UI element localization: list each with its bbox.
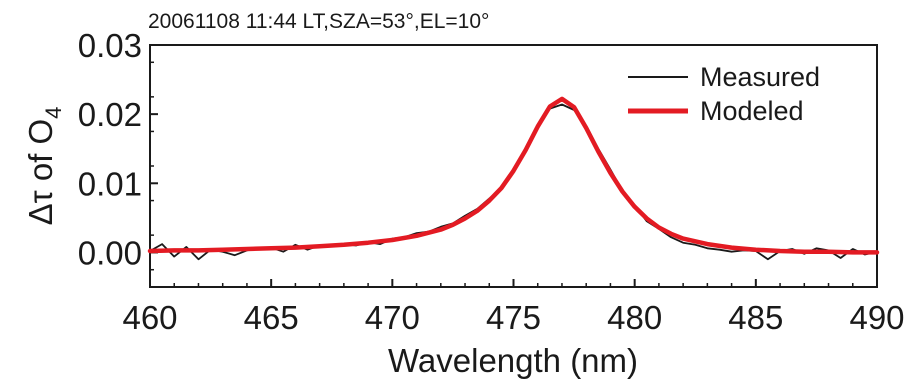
- series-line-modeled: [147, 96, 880, 255]
- y-tick-label: 0.03: [78, 27, 142, 64]
- series-layer: [147, 96, 880, 261]
- x-tick-label: 460: [122, 299, 177, 336]
- x-axis: 460 465 470 475 480 485 490: [122, 279, 905, 336]
- x-tick-label: 465: [244, 299, 299, 336]
- x-tick-label: 490: [849, 299, 904, 336]
- y-axis-title-subscript: 4: [41, 107, 66, 119]
- x-tick-label: 480: [607, 299, 662, 336]
- y-tick-label: 0.01: [78, 165, 142, 202]
- x-tick-label: 475: [486, 299, 541, 336]
- series-line-measured: [149, 103, 878, 261]
- legend-label-modeled: Modeled: [700, 96, 804, 126]
- x-tick-label: 485: [728, 299, 783, 336]
- y-axis-title: Δτ of O4: [22, 107, 66, 226]
- y-axis: 0.00 0.01 0.02 0.03: [78, 27, 158, 271]
- x-tick-label: 470: [365, 299, 420, 336]
- chart-title: 20061108 11:44 LT,SZA=53°,EL=10°: [148, 10, 489, 33]
- legend-label-measured: Measured: [700, 62, 820, 92]
- legend: Measured Modeled: [628, 62, 820, 126]
- y-tick-label: 0.00: [78, 234, 142, 271]
- x-axis-title: Wavelength (nm): [388, 342, 638, 379]
- y-axis-title-main: Δτ of O: [22, 119, 59, 226]
- y-tick-label: 0.02: [78, 96, 142, 133]
- plot-area: 460 465 470 475 480 485 490 0.00 0.01 0.02 0.03: [78, 27, 905, 336]
